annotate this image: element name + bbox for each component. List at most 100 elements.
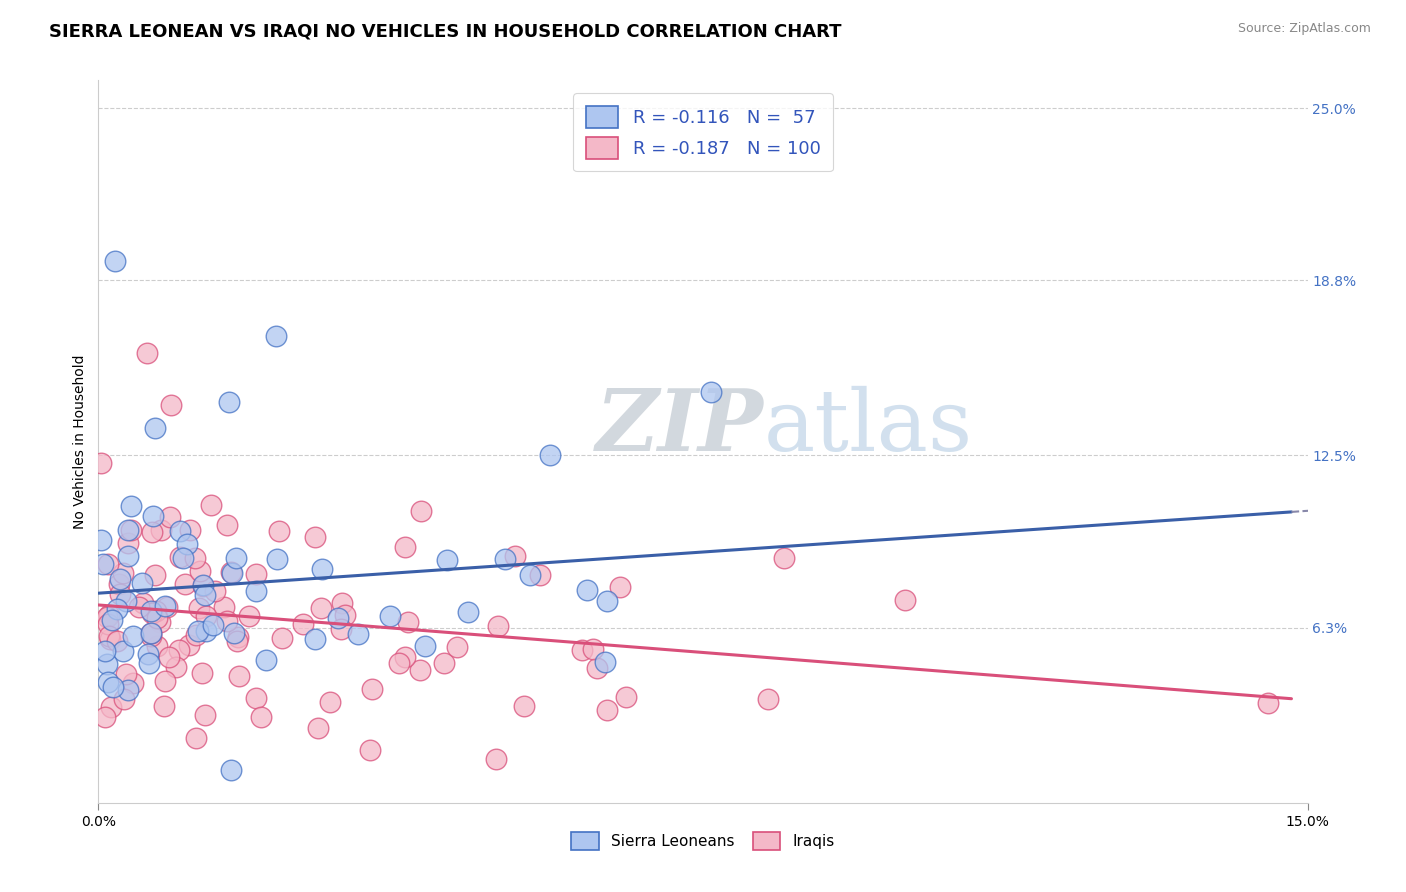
Text: SIERRA LEONEAN VS IRAQI NO VEHICLES IN HOUSEHOLD CORRELATION CHART: SIERRA LEONEAN VS IRAQI NO VEHICLES IN H… [49,22,842,40]
Point [202,618,225,632]
Point [117,536,139,550]
Point [114,594,136,608]
Point [131,595,153,609]
Point [191,578,214,592]
Point [267,524,290,538]
Point [245,567,267,582]
Point [250,709,273,723]
Point [184,550,207,565]
Point [218,394,240,409]
Point [187,600,209,615]
Point [394,540,416,554]
Point [90,456,112,470]
Point [772,551,794,566]
Point [585,661,607,675]
Point [169,549,191,564]
Point [457,605,479,619]
Text: atlas: atlas [763,385,973,468]
Point [90,533,112,547]
Point [169,524,191,538]
Point [486,619,509,633]
Point [194,707,217,722]
Text: ZIP: ZIP [596,385,763,469]
Point [388,656,411,670]
Point [139,625,162,640]
Point [97,607,120,622]
Point [254,653,277,667]
Point [111,566,134,580]
Point [224,625,246,640]
Point [446,640,468,655]
Point [513,698,536,713]
Point [120,523,142,537]
Point [328,611,350,625]
Point [413,639,436,653]
Point [380,609,402,624]
Point [596,703,619,717]
Point [94,710,117,724]
Point [96,657,118,672]
Point [156,599,179,614]
Point [245,691,267,706]
Point [128,599,150,614]
Point [582,641,605,656]
Legend: Sierra Leoneans, Iraqis: Sierra Leoneans, Iraqis [565,826,841,856]
Point [264,329,287,343]
Text: Source: ZipAtlas.com: Source: ZipAtlas.com [1237,22,1371,36]
Point [120,500,142,514]
Point [108,587,131,601]
Point [188,564,211,578]
Point [93,558,115,572]
Point [221,566,243,580]
Point [225,550,247,565]
Point [135,345,157,359]
Point [219,764,242,778]
Point [291,617,314,632]
Point [191,666,214,681]
Point [396,615,419,630]
Point [105,633,128,648]
Point [141,606,163,620]
Y-axis label: No Vehicles in Household: No Vehicles in Household [73,354,87,529]
Point [122,629,145,643]
Point [1257,696,1279,710]
Point [145,604,167,618]
Point [149,615,172,630]
Point [330,596,353,610]
Point [333,608,356,623]
Point [245,584,267,599]
Point [576,582,599,597]
Point [270,632,292,646]
Point [538,449,561,463]
Point [503,549,526,564]
Point [167,642,190,657]
Point [212,599,235,614]
Point [138,656,160,670]
Point [893,593,915,607]
Point [194,588,217,602]
Point [146,611,169,625]
Point [700,384,723,399]
Point [112,644,135,658]
Point [609,580,631,594]
Point [195,624,218,638]
Point [756,691,779,706]
Point [160,398,183,412]
Point [409,504,432,518]
Point [159,510,181,524]
Point [226,631,249,645]
Point [519,568,541,582]
Point [219,565,242,579]
Point [103,253,125,268]
Point [105,602,128,616]
Point [121,675,143,690]
Point [98,632,121,647]
Point [157,650,180,665]
Point [165,660,187,674]
Point [614,690,637,704]
Point [184,731,207,745]
Point [179,639,201,653]
Point [346,627,368,641]
Point [153,599,176,613]
Point [143,420,166,434]
